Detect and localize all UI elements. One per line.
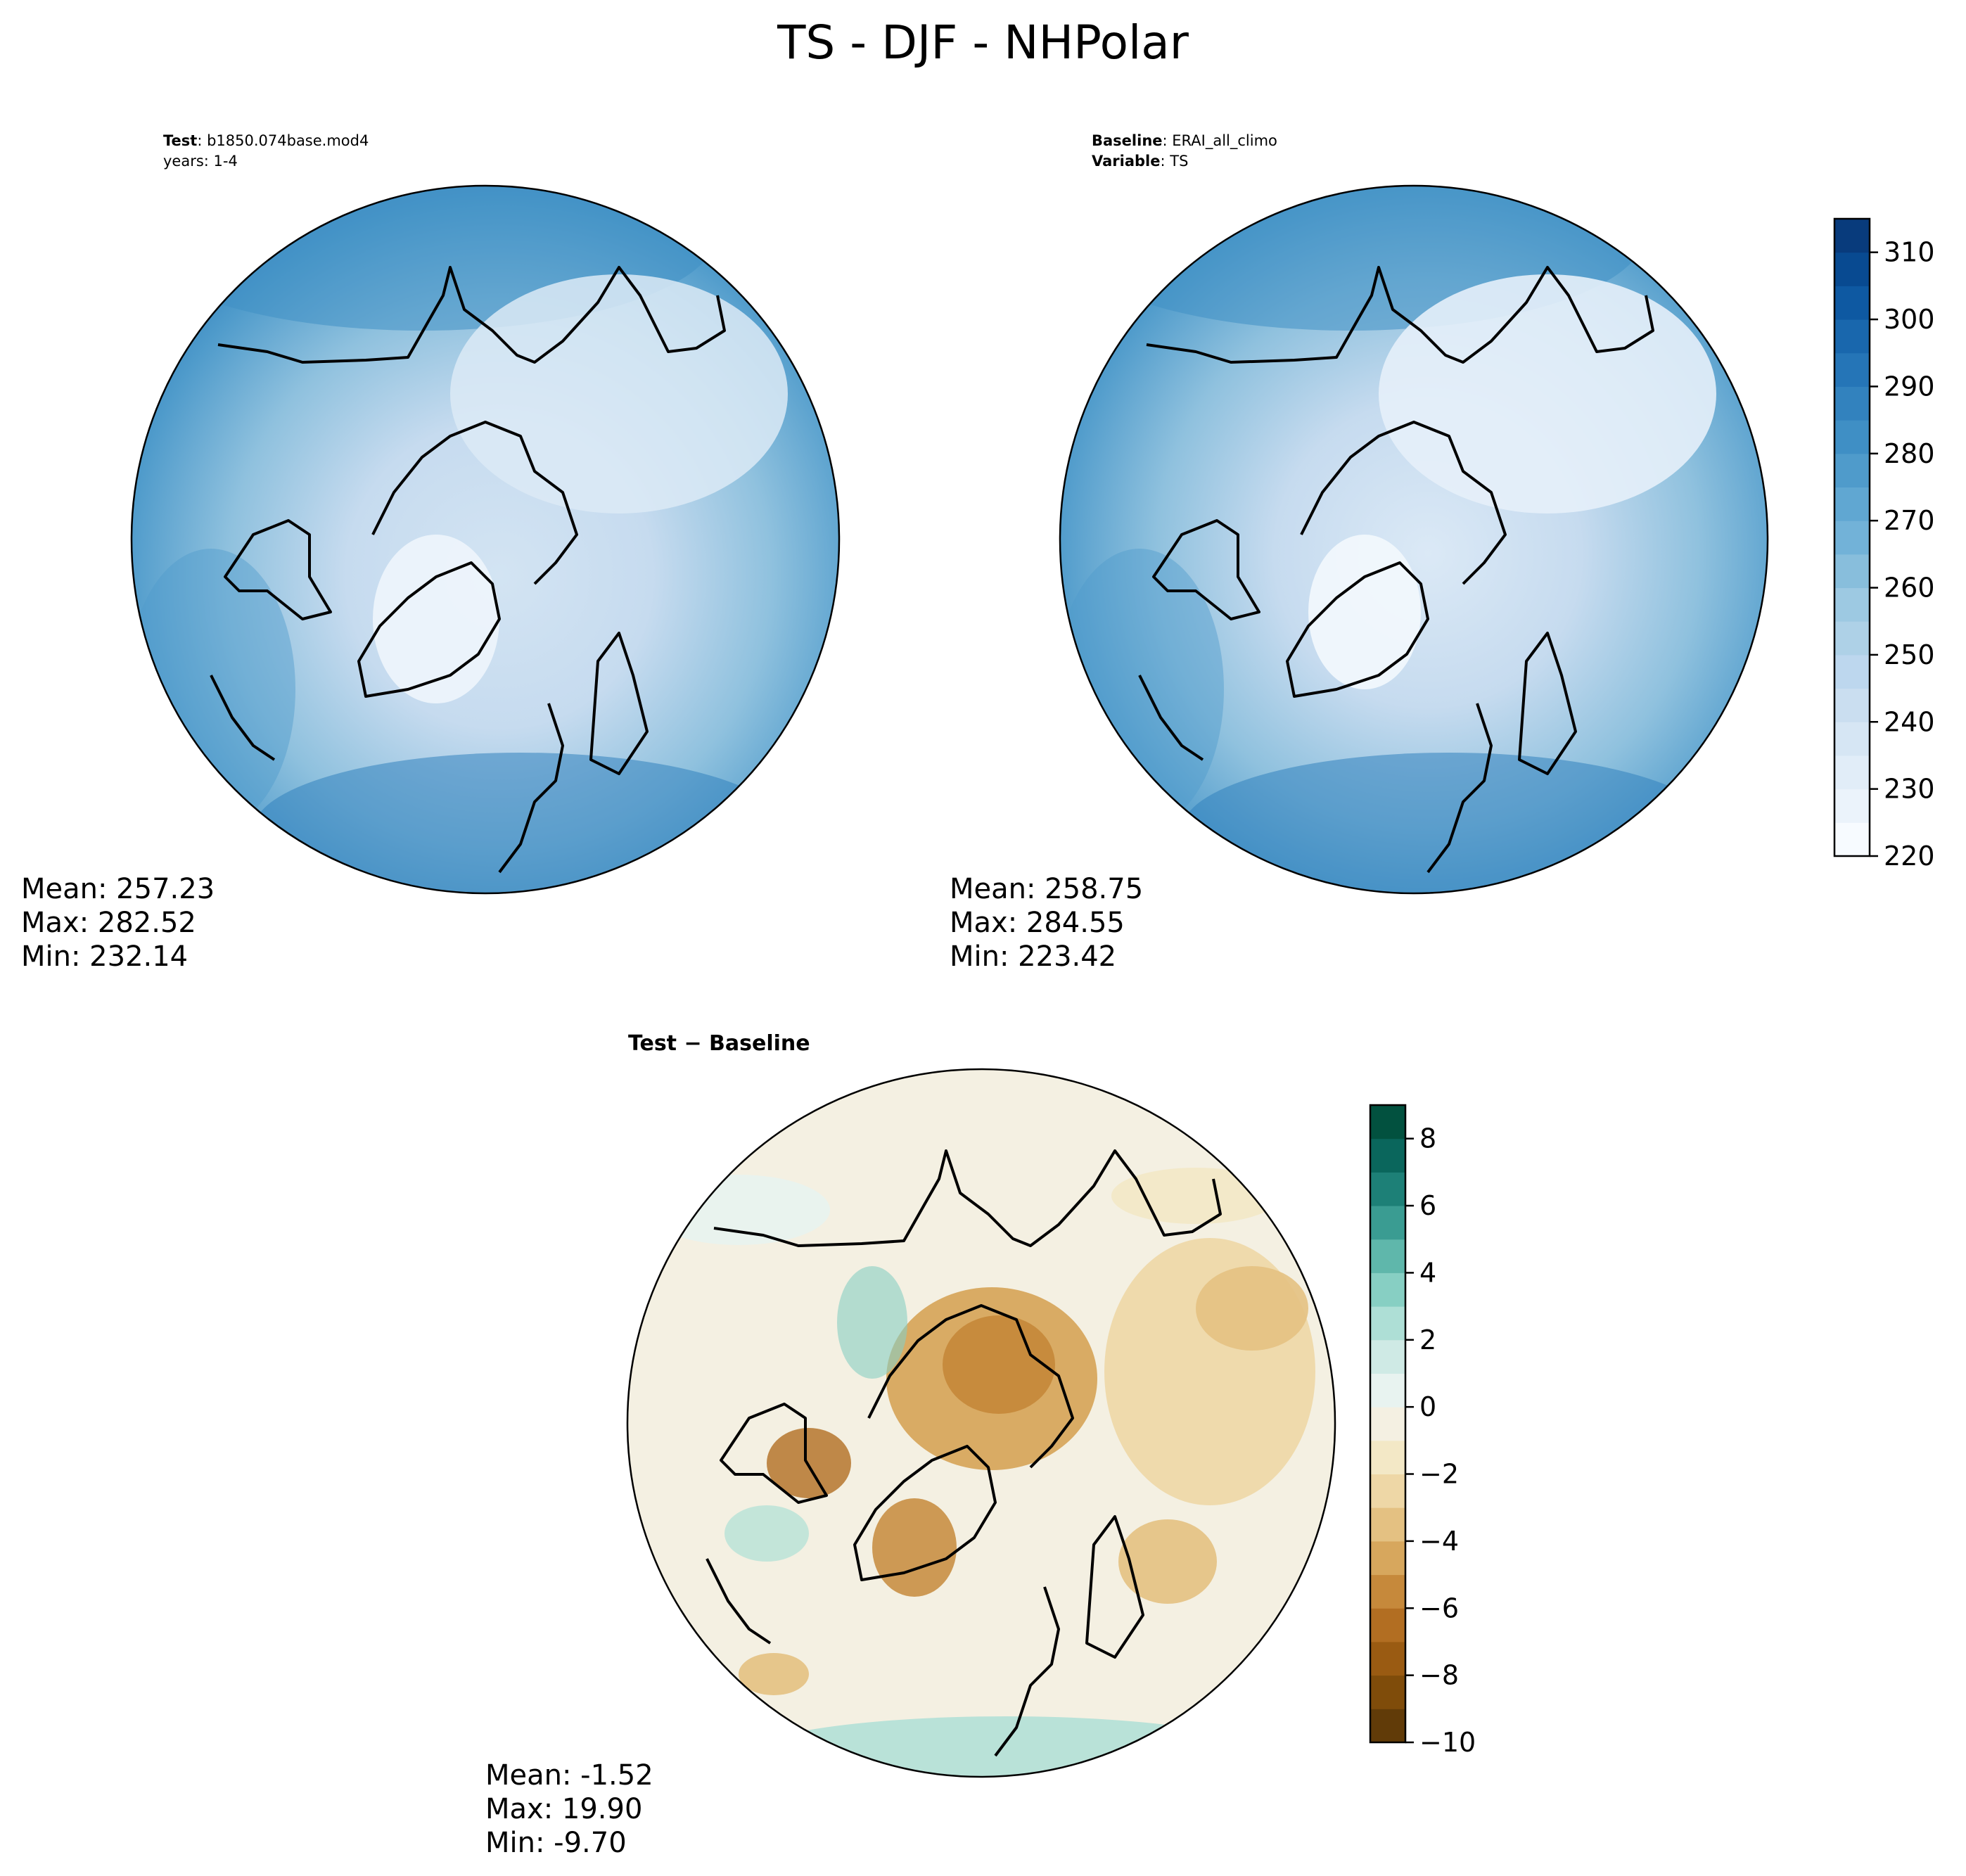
colorbar-absolute-swatch bbox=[1834, 722, 1870, 756]
colorbar-difference-swatch bbox=[1370, 1540, 1405, 1576]
baseline-mean: Mean: 258.75 bbox=[950, 873, 1144, 905]
colorbar-difference-swatch bbox=[1370, 1675, 1405, 1709]
diff-min: Min: -9.70 bbox=[485, 1827, 627, 1859]
colorbar-absolute-swatch bbox=[1834, 252, 1870, 286]
colorbar-absolute-swatch bbox=[1834, 688, 1870, 722]
test-stats: Mean: 257.23 Max: 282.52 Min: 232.14 bbox=[21, 872, 215, 974]
colorbar-absolute-tick-label: 220 bbox=[1884, 841, 1935, 872]
colorbar-difference-swatch bbox=[1370, 1206, 1405, 1240]
colorbar-difference-swatch bbox=[1370, 1239, 1405, 1273]
baseline-variable-value: : TS bbox=[1160, 153, 1189, 170]
colorbar-absolute-swatch bbox=[1834, 386, 1870, 421]
baseline-label-key: Baseline bbox=[1092, 132, 1163, 149]
colorbar-difference-swatch bbox=[1370, 1574, 1405, 1609]
baseline-label-value: : ERAI_all_climo bbox=[1162, 132, 1277, 149]
colorbar-difference-swatch bbox=[1370, 1641, 1405, 1676]
colorbar-difference-swatch bbox=[1370, 1407, 1405, 1441]
colorbar-absolute: 220 230 240 250 260 270 280 290 300 310 bbox=[1833, 217, 1935, 872]
coastlines bbox=[706, 1149, 1222, 1757]
baseline-stats: Mean: 258.75 Max: 284.55 Min: 223.42 bbox=[950, 872, 1143, 974]
colorbar-absolute-tick-label: 310 bbox=[1884, 237, 1935, 268]
colorbar-difference-tick-label: −10 bbox=[1419, 1727, 1476, 1758]
colorbar-absolute-swatch bbox=[1834, 453, 1870, 487]
colorbar-absolute-swatch bbox=[1834, 654, 1870, 689]
test-label-key: Test bbox=[163, 132, 198, 149]
colorbar-absolute-frame bbox=[1833, 217, 1871, 857]
colorbar-difference-tick-label: −6 bbox=[1419, 1593, 1459, 1623]
colorbar-difference-swatch bbox=[1370, 1339, 1405, 1374]
colorbar-absolute-swatch bbox=[1834, 822, 1870, 857]
colorbar-difference-tick-label: −4 bbox=[1419, 1526, 1459, 1557]
colorbar-absolute-tick-label: 280 bbox=[1884, 438, 1935, 469]
colorbar-difference-swatch bbox=[1370, 1138, 1405, 1173]
diff-title: Test − Baseline bbox=[628, 1031, 810, 1056]
colorbar-absolute-tick-label: 230 bbox=[1884, 774, 1935, 805]
colorbar-difference-swatch bbox=[1370, 1373, 1405, 1408]
baseline-max: Max: 284.55 bbox=[950, 907, 1125, 939]
colorbar-difference-swatch bbox=[1370, 1440, 1405, 1475]
colorbar-absolute-tick-label: 260 bbox=[1884, 573, 1935, 604]
colorbar-difference-swatch bbox=[1370, 1172, 1405, 1206]
colorbar-difference-tick-label: 8 bbox=[1419, 1123, 1436, 1154]
test-min: Min: 232.14 bbox=[21, 940, 189, 973]
colorbar-difference-swatch bbox=[1370, 1608, 1405, 1642]
colorbar-absolute-tick-label: 270 bbox=[1884, 505, 1935, 536]
colorbar-difference-tick-label: 6 bbox=[1419, 1190, 1436, 1221]
colorbar-absolute-swatch bbox=[1834, 621, 1870, 656]
colorbar-difference-tick-label: 2 bbox=[1419, 1325, 1436, 1355]
colorbar-absolute-swatch bbox=[1834, 319, 1870, 354]
colorbar-difference-swatch bbox=[1370, 1105, 1405, 1140]
colorbar-difference: −10 −8 −6 −4 −2 0 2 4 6 8 bbox=[1369, 1104, 1476, 1758]
colorbar-difference-swatch bbox=[1370, 1709, 1405, 1743]
test-max: Max: 282.52 bbox=[21, 907, 196, 939]
colorbar-absolute-tick-label: 300 bbox=[1884, 304, 1935, 335]
baseline-map bbox=[1059, 184, 1769, 895]
colorbar-absolute-tick-label: 250 bbox=[1884, 639, 1935, 670]
colorbar-absolute-swatch bbox=[1834, 521, 1870, 555]
colorbar-difference-tick-label: 0 bbox=[1419, 1391, 1436, 1422]
colorbar-absolute-swatch bbox=[1834, 755, 1870, 790]
diff-mean: Mean: -1.52 bbox=[485, 1759, 653, 1792]
colorbar-difference-frame bbox=[1369, 1104, 1407, 1744]
colorbar-difference-swatch bbox=[1370, 1306, 1405, 1341]
test-mean: Mean: 257.23 bbox=[21, 873, 215, 905]
test-years: years: 1-4 bbox=[163, 153, 238, 170]
colorbar-absolute-swatch bbox=[1834, 352, 1870, 387]
colorbar-absolute-swatch bbox=[1834, 789, 1870, 823]
diff-map bbox=[626, 1068, 1336, 1778]
colorbar-absolute-swatch bbox=[1834, 587, 1870, 622]
coastlines bbox=[1138, 266, 1654, 874]
colorbar-absolute-swatch bbox=[1834, 420, 1870, 454]
figure-title: TS - DJF - NHPolar bbox=[777, 15, 1189, 70]
baseline-header: Baseline: ERAI_all_climo Variable: TS bbox=[1092, 131, 1277, 172]
colorbar-difference-swatch bbox=[1370, 1507, 1405, 1542]
colorbar-difference-swatch bbox=[1370, 1272, 1405, 1307]
test-header: Test: b1850.074base.mod4 years: 1-4 bbox=[163, 131, 369, 172]
colorbar-absolute-swatch bbox=[1834, 219, 1870, 253]
colorbar-absolute-swatch bbox=[1834, 286, 1870, 320]
colorbar-difference-swatch bbox=[1370, 1474, 1405, 1508]
test-map bbox=[130, 184, 841, 895]
colorbar-absolute-tick-label: 240 bbox=[1884, 706, 1935, 737]
baseline-min: Min: 223.42 bbox=[950, 940, 1117, 973]
colorbar-difference-tick-label: −2 bbox=[1419, 1459, 1459, 1490]
colorbar-absolute-swatch bbox=[1834, 487, 1870, 521]
diff-max: Max: 19.90 bbox=[485, 1793, 643, 1825]
colorbar-difference-tick-label: −8 bbox=[1419, 1660, 1459, 1691]
coastlines bbox=[210, 266, 726, 874]
test-label-value: : b1850.074base.mod4 bbox=[197, 132, 369, 149]
colorbar-absolute-swatch bbox=[1834, 554, 1870, 589]
colorbar-absolute-tick-label: 290 bbox=[1884, 371, 1935, 402]
baseline-variable-key: Variable bbox=[1092, 153, 1161, 170]
colorbar-difference-tick-label: 4 bbox=[1419, 1257, 1436, 1288]
diff-stats: Mean: -1.52 Max: 19.90 Min: -9.70 bbox=[485, 1759, 653, 1860]
